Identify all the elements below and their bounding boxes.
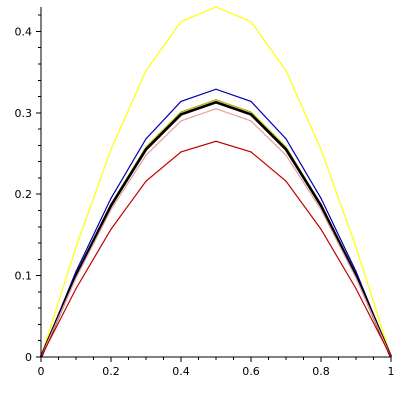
- data-point: [250, 113, 252, 116]
- data-point: [75, 275, 77, 277]
- data-point: [320, 205, 322, 207]
- data-point: [145, 69, 147, 72]
- data-point: [250, 100, 252, 103]
- data-point: [320, 197, 322, 199]
- data-point: [215, 140, 217, 142]
- data-point: [215, 108, 217, 110]
- data-point: [320, 209, 322, 211]
- data-point: [355, 275, 357, 277]
- data-point: [320, 228, 322, 230]
- data-point: [110, 209, 112, 211]
- data-point: [110, 205, 112, 207]
- x-tick-label: 0.6: [242, 365, 260, 378]
- data-point: [250, 151, 252, 153]
- data-point: [75, 288, 77, 290]
- data-point: [75, 270, 77, 273]
- data-point: [180, 111, 182, 113]
- data-point: [355, 288, 357, 290]
- data-point: [285, 146, 287, 148]
- x-tick-label: 1: [388, 365, 395, 378]
- y-tick-label: 0.2: [15, 188, 33, 201]
- series-line-5: [40, 108, 392, 358]
- data-point: [75, 277, 77, 279]
- x-tick-label: 0.2: [102, 365, 120, 378]
- axes-layer: [40, 7, 391, 358]
- data-point: [250, 21, 252, 23]
- data-point: [110, 148, 112, 151]
- x-tick-label: 0.4: [172, 365, 190, 378]
- data-point: [285, 138, 287, 140]
- ticks-layer: 0 0.2 0.4 0.6 0.8 1 0 0.1 0.2 0.3 0.4: [15, 14, 395, 378]
- data-point: [215, 99, 217, 101]
- x-tick-label: 0.8: [312, 365, 330, 378]
- data-point: [285, 154, 287, 156]
- y-tick-label: 0.3: [15, 107, 33, 120]
- data-point: [250, 120, 252, 122]
- data-point: [320, 148, 322, 151]
- series-line-1: [40, 6, 392, 358]
- y-tick-label: 0.1: [15, 270, 33, 283]
- data-point: [145, 154, 147, 156]
- data-point: [180, 113, 182, 116]
- data-point: [180, 21, 182, 23]
- data-point: [145, 146, 147, 148]
- y-tick-label: 0: [25, 351, 32, 364]
- data-point: [110, 228, 112, 230]
- data-point: [215, 6, 217, 8]
- data-point: [110, 197, 112, 199]
- data-point: [145, 148, 147, 151]
- y-tick-label: 0.4: [15, 25, 33, 38]
- data-point: [180, 100, 182, 103]
- data-point: [75, 246, 77, 248]
- series-line-6: [40, 140, 392, 358]
- data-point: [285, 69, 287, 72]
- data-point: [180, 120, 182, 122]
- data-point: [285, 180, 287, 182]
- data-point: [250, 111, 252, 113]
- x-tick-label: 0: [38, 365, 45, 378]
- series-line-2: [40, 88, 392, 358]
- data-point: [355, 277, 357, 279]
- data-point: [145, 138, 147, 140]
- series-layer: [39, 6, 393, 358]
- data-point: [215, 101, 217, 103]
- series-line-4: [39, 100, 393, 358]
- data-point: [355, 270, 357, 273]
- data-point: [355, 246, 357, 248]
- series-line-3: [40, 99, 392, 358]
- data-point: [145, 180, 147, 182]
- data-point: [285, 148, 287, 151]
- data-point: [180, 151, 182, 153]
- data-point: [215, 88, 217, 90]
